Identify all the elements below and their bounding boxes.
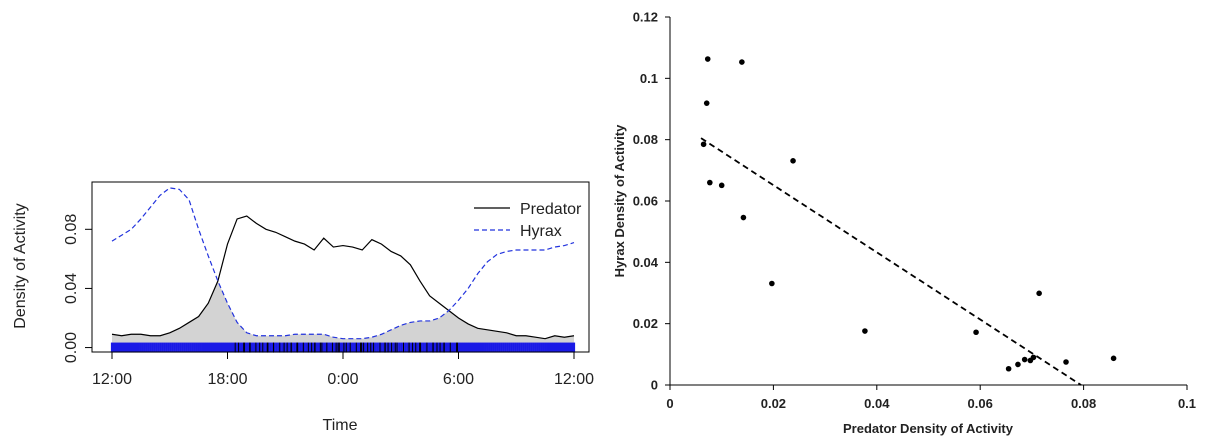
density-y-axis-label: Density of Activity — [12, 203, 29, 328]
y-tick-label: 0.04 — [633, 255, 659, 270]
data-point — [1110, 355, 1117, 362]
scatter-x-ticks: 0 0.02 0.04 0.06 0.08 0.1 — [666, 385, 1196, 411]
data-point — [1015, 361, 1021, 368]
legend-predator-label: Predator — [520, 201, 582, 218]
y-tick-label: 0.06 — [633, 194, 658, 209]
scatter-chart: 0 0.02 0.04 0.06 0.08 0.1 0 0.02 0.04 0.06 0.08 0.… — [612, 10, 1196, 437]
y-tick-label: 0 — [651, 378, 658, 393]
data-point — [973, 329, 979, 336]
x-tick-label: 0 — [666, 396, 673, 411]
data-point — [1063, 359, 1069, 365]
y-tick-label: 0.00 — [63, 332, 80, 363]
data-point — [1036, 290, 1042, 297]
data-point — [704, 56, 711, 62]
data-point — [769, 280, 775, 287]
data-point — [790, 158, 796, 164]
x-tick-label: 0:00 — [327, 371, 358, 388]
data-point — [707, 179, 713, 186]
data-point — [700, 141, 707, 148]
data-point — [718, 182, 725, 189]
scatter-y-ticks: 0 0.02 0.04 0.06 0.08 0.1 0.12 — [633, 10, 670, 393]
y-tick-label: 0.1 — [640, 71, 658, 86]
series-line-hyrax — [111, 187, 575, 340]
data-point — [1005, 365, 1012, 372]
y-tick-label: 0.08 — [633, 132, 658, 147]
data-point — [740, 214, 747, 221]
x-tick-label: 12:00 — [554, 371, 594, 388]
x-tick-label: 0.02 — [761, 396, 786, 411]
density-legend: Predator Hyrax — [474, 201, 582, 240]
trendline — [700, 137, 1082, 386]
x-tick-label: 18:00 — [207, 371, 247, 388]
x-tick-label: 6:00 — [443, 371, 474, 388]
x-tick-label: 0.08 — [1071, 396, 1096, 411]
scatter-points — [700, 56, 1117, 372]
y-tick-label: 0.04 — [63, 273, 80, 304]
y-tick-label: 0.12 — [633, 10, 658, 25]
density-rug — [110, 342, 576, 353]
data-point — [1027, 357, 1034, 364]
scatter-y-axis-label: Hyrax Density of Activity — [612, 124, 627, 277]
density-lines — [111, 187, 575, 340]
density-x-axis-label: Time — [323, 417, 358, 434]
legend-hyrax-label: Hyrax — [520, 223, 562, 240]
y-tick-label: 0.08 — [63, 214, 80, 245]
data-point — [739, 59, 745, 65]
density-y-ticks: 0.00 0.04 0.08 — [63, 214, 92, 363]
series-line-predator — [111, 215, 575, 340]
scatter-x-axis-label: Predator Density of Activity — [843, 421, 1014, 436]
data-point — [862, 328, 868, 334]
data-point — [1021, 356, 1028, 363]
density-x-ticks: 12:00 18:00 0:00 6:00 12:00 — [92, 352, 594, 388]
x-tick-label: 0.06 — [968, 396, 993, 411]
x-tick-label: 0.1 — [1178, 396, 1196, 411]
density-chart: 12:00 18:00 0:00 6:00 12:00 0.00 0.04 0.08 Tim… — [12, 181, 594, 434]
overlap-area — [112, 281, 574, 348]
density-overlap-area — [112, 281, 574, 348]
density-plot-frame — [91, 181, 590, 353]
y-tick-label: 0.02 — [633, 316, 658, 331]
data-point — [703, 100, 710, 106]
x-tick-label: 0.04 — [864, 396, 890, 411]
scatter-trendline — [700, 137, 1082, 386]
x-tick-label: 12:00 — [92, 371, 132, 388]
